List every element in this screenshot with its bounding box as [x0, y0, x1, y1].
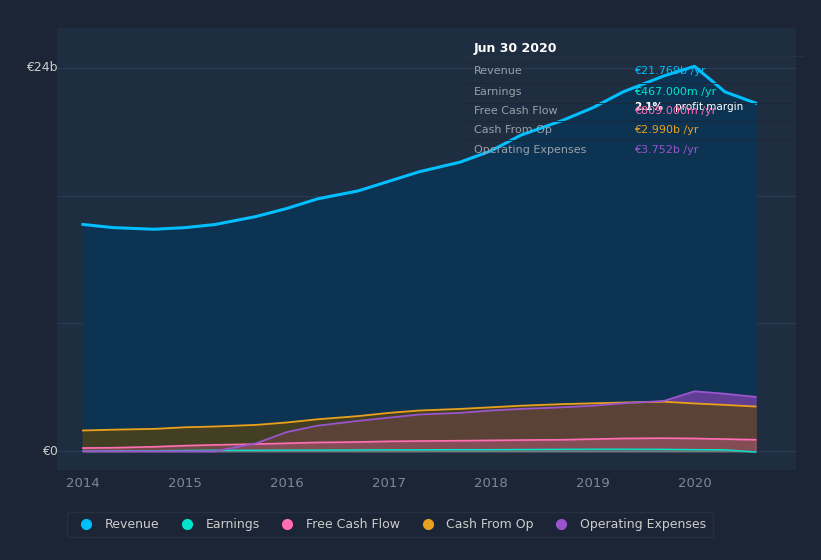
Text: €21.769b /yr: €21.769b /yr	[635, 67, 706, 76]
Text: €2.990b /yr: €2.990b /yr	[635, 125, 699, 136]
Text: €3.752b /yr: €3.752b /yr	[635, 144, 699, 155]
Text: Operating Expenses: Operating Expenses	[474, 144, 586, 155]
Text: €0: €0	[42, 445, 57, 458]
Text: Revenue: Revenue	[474, 67, 523, 76]
Text: 2.1%: 2.1%	[635, 102, 663, 112]
Text: Free Cash Flow: Free Cash Flow	[474, 106, 557, 116]
Text: Cash From Op: Cash From Op	[474, 125, 552, 136]
Text: €24b: €24b	[26, 62, 57, 74]
Text: €467.000m /yr: €467.000m /yr	[635, 87, 717, 97]
Legend: Revenue, Earnings, Free Cash Flow, Cash From Op, Operating Expenses: Revenue, Earnings, Free Cash Flow, Cash …	[67, 512, 713, 537]
Text: Earnings: Earnings	[474, 87, 523, 97]
Text: €809.000m /yr: €809.000m /yr	[635, 106, 717, 116]
Text: Jun 30 2020: Jun 30 2020	[474, 42, 557, 55]
Text: profit margin: profit margin	[675, 102, 743, 112]
